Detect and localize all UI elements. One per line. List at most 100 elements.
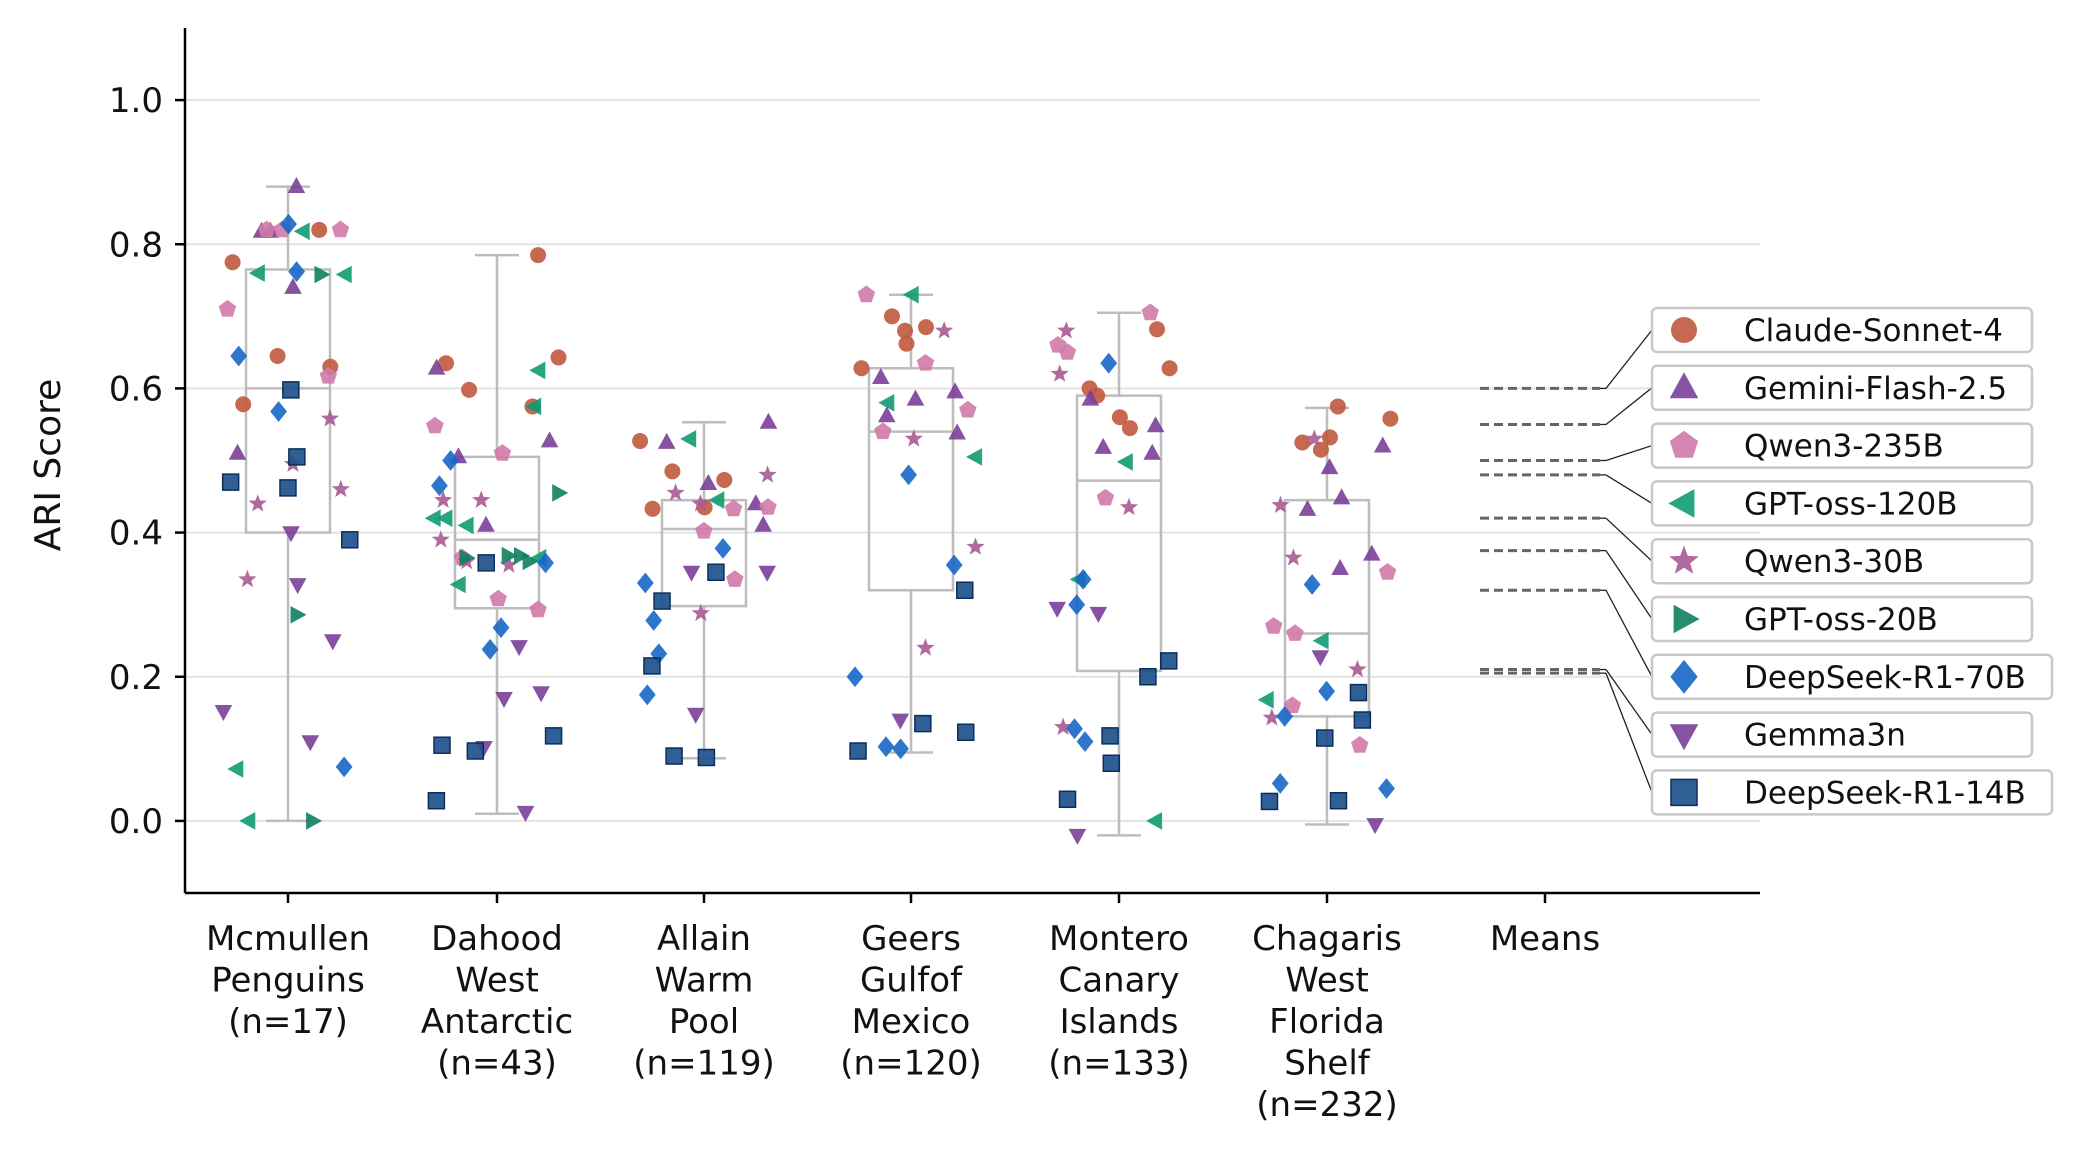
data-point (1057, 321, 1076, 339)
data-point (314, 265, 331, 284)
data-point (902, 285, 919, 304)
x-tick-label: Allain Warm Pool (n=119) (633, 919, 774, 1084)
data-point (1332, 488, 1351, 505)
legend-box (1650, 537, 2034, 585)
data-point (550, 349, 567, 366)
mean-connector (1605, 550, 1653, 620)
x-tick-label-line: (n=43) (437, 1044, 557, 1084)
data-point (459, 549, 476, 567)
box-plots (244, 185, 1371, 837)
legend-marker (1670, 659, 1698, 694)
data-point (1146, 812, 1163, 830)
data-point (1262, 708, 1281, 726)
data-point (270, 401, 287, 422)
legend: Claude-Sonnet-4 Gemini-Flash-2.5 Qwen3-235… (1650, 306, 2054, 816)
data-point (1305, 429, 1324, 447)
data-point (1294, 434, 1311, 451)
x-tick-label-line: West (455, 961, 539, 1001)
data-point (279, 479, 297, 497)
data-point (1378, 563, 1397, 580)
data-point (301, 735, 320, 752)
data-point (248, 494, 267, 512)
data-point (1329, 791, 1348, 810)
legend-label: GPT-oss-120B (1744, 486, 1957, 522)
data-point (1068, 594, 1086, 616)
legend-label: DeepSeek-R1-14B (1744, 775, 2026, 811)
data-point (319, 367, 338, 384)
data-point (532, 686, 550, 703)
data-point (959, 400, 977, 418)
y-tick-label: 0.2 (109, 658, 163, 698)
data-point (916, 638, 935, 656)
data-point (227, 760, 244, 778)
x-tick-label-line: Antarctic (421, 1002, 573, 1042)
x-tick-label-line: (n=17) (228, 1002, 348, 1042)
data-point (1316, 729, 1334, 747)
data-point (878, 406, 896, 423)
data-point (1089, 606, 1108, 623)
data-point (427, 358, 446, 375)
x-tick-label: Montero Canary Islands (n=133) (1048, 919, 1189, 1084)
legend-box (1650, 711, 2034, 758)
x-tick-label-line: Pool (669, 1002, 739, 1042)
data-point (442, 450, 459, 471)
data-point (306, 812, 323, 830)
legend-label: Gemini-Flash-2.5 (1744, 371, 2007, 407)
data-point (495, 692, 513, 708)
data-point (434, 490, 453, 508)
data-point (1353, 711, 1372, 729)
legend-item: DeepSeek-R1-70B (1650, 653, 2054, 701)
legend-box (1650, 480, 2034, 527)
x-tick-label-line: Mexico (852, 1002, 971, 1042)
data-point (853, 360, 870, 377)
data-point (1312, 441, 1329, 458)
data-point (288, 448, 306, 466)
data-point (1146, 416, 1165, 433)
grid-lines (185, 99, 1760, 822)
data-point (697, 748, 716, 767)
data-point (1303, 574, 1321, 595)
data-point (461, 381, 478, 398)
mean-connector (1605, 517, 1653, 562)
legend-box (1650, 595, 2034, 643)
x-tick-label-line: (n=119) (633, 1044, 774, 1084)
data-point (716, 471, 733, 488)
data-point (1283, 696, 1302, 713)
data-point (1329, 398, 1346, 415)
data-point (946, 382, 964, 399)
legend-item: DeepSeek-R1-14B (1650, 769, 2054, 816)
data-point (714, 538, 732, 559)
data-point (1271, 773, 1289, 794)
mean-connector (1605, 474, 1653, 504)
box-iqr (867, 366, 955, 592)
x-tick-label-line: (n=232) (1256, 1085, 1397, 1125)
legend-box (1650, 422, 2034, 469)
legend-item: Qwen3-30B (1650, 537, 2034, 585)
data-point (228, 443, 247, 460)
data-point (1331, 559, 1349, 575)
data-point (492, 617, 510, 639)
x-tick-label-line: Montero (1049, 919, 1189, 959)
x-tick-label: Geers Gulfof Mexico (n=120) (840, 919, 981, 1084)
data-point (280, 213, 297, 235)
data-point (214, 705, 233, 721)
data-point (1321, 429, 1338, 446)
data-point (657, 432, 676, 449)
data-point (1094, 437, 1112, 454)
data-point (221, 473, 240, 491)
box-iqr (1075, 394, 1163, 673)
data-point (544, 727, 563, 745)
data-point (1318, 680, 1335, 702)
data-point (904, 429, 923, 447)
axes: 0.0 0.2 0.4 0.6 0.8 1.0 Mcmullen Penguins (n=17)… (109, 28, 1760, 1125)
data-point (431, 475, 448, 497)
data-point (638, 684, 656, 706)
data-point (424, 509, 441, 527)
data-point (341, 531, 359, 549)
data-point (1257, 691, 1274, 709)
legend-item: GPT-oss-20B (1650, 595, 2034, 643)
data-point (510, 640, 528, 657)
data-point (917, 319, 934, 336)
x-tick-label: Means (1490, 919, 1600, 959)
data-point (230, 345, 248, 367)
